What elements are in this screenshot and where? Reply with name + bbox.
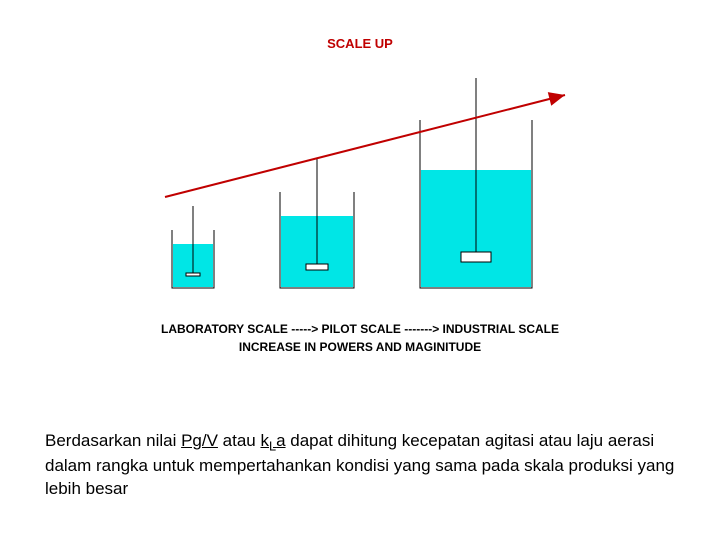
body-pre: Berdasarkan nilai bbox=[45, 431, 181, 450]
body-kla: kLa bbox=[260, 431, 285, 450]
caption-line-1: LABORATORY SCALE -----> PILOT SCALE ----… bbox=[0, 320, 720, 338]
scale-captions: LABORATORY SCALE -----> PILOT SCALE ----… bbox=[0, 320, 720, 356]
body-kla-a: a bbox=[276, 431, 285, 450]
body-kla-sub: L bbox=[269, 438, 276, 453]
body-paragraph: Berdasarkan nilai Pg/V atau kLa dapat di… bbox=[45, 430, 675, 500]
body-mid1: atau bbox=[218, 431, 261, 450]
body-pgv: Pg/V bbox=[181, 431, 218, 450]
body-kla-k: k bbox=[260, 431, 269, 450]
caption-line-2: INCREASE IN POWERS AND MAGINITUDE bbox=[0, 338, 720, 356]
